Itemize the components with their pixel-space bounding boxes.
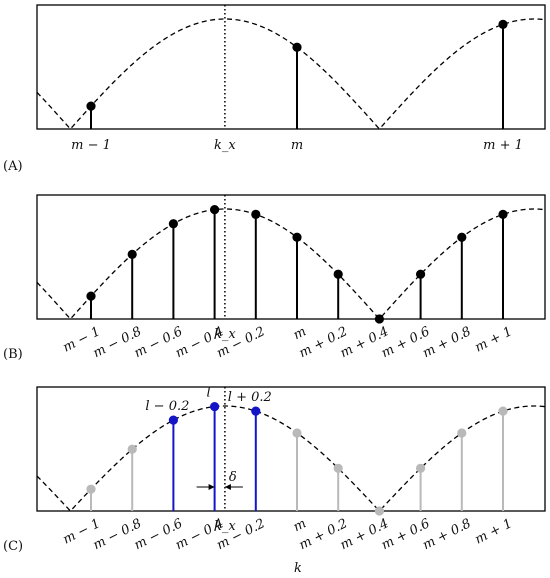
delta-arrowhead-left — [208, 484, 215, 490]
panel-c-stems: l − 0.2 l l + 0.2 — [86, 386, 508, 516]
stem-marker — [210, 401, 220, 412]
panel-c-frame — [36, 386, 546, 512]
stem-marker — [457, 232, 467, 242]
panel-c-curve — [36, 405, 546, 512]
stem-marker — [86, 101, 96, 111]
panel-a-label: (A) — [3, 159, 23, 174]
stem-marker — [292, 428, 302, 438]
panel-a: m − 1 m m + 1 k_x (A) — [3, 4, 546, 174]
panel-c-tick-labels: m − 1m − 0.8m − 0.6m − 0.4m − 0.2 mm + 0.… — [61, 516, 515, 553]
panel-b-stems — [86, 205, 508, 324]
stem-marker — [457, 428, 467, 438]
stem-marker — [292, 232, 302, 242]
stem-marker — [498, 406, 508, 416]
stem-marker — [374, 314, 384, 324]
stem-marker — [333, 269, 343, 279]
stem-marker — [416, 463, 426, 473]
sample-label: l — [207, 386, 211, 401]
panel-c-axis-label: k — [294, 561, 302, 576]
panel-c-label: (C) — [3, 539, 23, 554]
panel-b: m − 1m − 0.8m − 0.6m − 0.4m − 0.2 mm + 0.… — [3, 194, 546, 362]
panel-c-delta-marker: δ — [196, 470, 243, 490]
tick-label: m + 1 — [473, 516, 515, 547]
stem-marker — [210, 205, 220, 215]
panel-a-tick-labels: m − 1 m m + 1 — [71, 138, 523, 153]
stem-marker — [498, 19, 508, 29]
tick-label: m + 1 — [473, 324, 515, 355]
tick-label: m — [291, 138, 303, 153]
stem-marker — [168, 219, 178, 229]
stem-marker — [374, 506, 384, 516]
sample-label: l − 0.2 — [145, 399, 189, 414]
stem-marker — [333, 463, 343, 473]
stem-marker — [168, 415, 178, 425]
panel-b-tick-labels: m − 1m − 0.8m − 0.6m − 0.4m − 0.2 mm + 0.… — [61, 324, 515, 361]
panel-b-label: (B) — [3, 347, 23, 362]
delta-label: δ — [229, 470, 237, 485]
panel-b-frame — [36, 194, 546, 320]
delta-arrowhead-right — [224, 484, 231, 490]
stem-marker — [86, 484, 96, 494]
sample-label: l + 0.2 — [228, 390, 272, 405]
stem-marker — [416, 269, 426, 279]
tick-label: m — [291, 516, 309, 535]
stem-marker — [251, 209, 261, 219]
panel-b-kx-label: k_x — [214, 327, 236, 342]
stem-marker — [292, 42, 302, 52]
panel-c-kx-label: k_x — [214, 519, 236, 534]
panel-b-curve — [36, 208, 546, 320]
panel-c: l − 0.2 l l + 0.2 m − 1m − 0.8m − 0.6m − 0… — [3, 386, 546, 576]
tick-label: m + 1 — [483, 138, 523, 153]
panel-a-kx-label: k_x — [214, 138, 236, 153]
stem-marker — [251, 406, 261, 416]
stem-marker — [86, 291, 96, 301]
tick-label: m − 1 — [71, 138, 111, 153]
panel-a-stems — [86, 19, 508, 129]
stem-marker — [127, 249, 137, 259]
panel-a-frame — [36, 4, 546, 130]
panel-a-curve — [36, 18, 546, 130]
stem-marker — [127, 444, 137, 454]
stem-marker — [498, 209, 508, 219]
tick-label: m — [291, 324, 309, 343]
